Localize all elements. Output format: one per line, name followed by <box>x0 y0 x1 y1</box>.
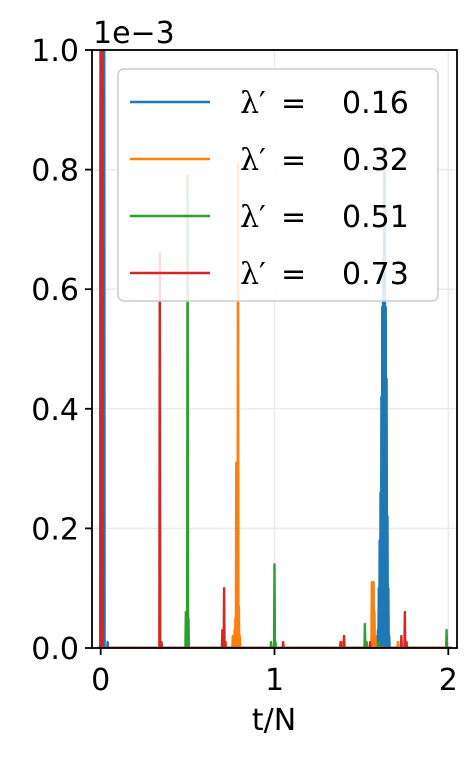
legend-entry-equals: = <box>281 257 306 292</box>
x-tick-label: 0 <box>91 663 110 698</box>
legend-entry-symbol: λ′ <box>240 143 266 178</box>
x-tick-label: 1 <box>265 663 284 698</box>
legend: λ′ = 0.16 λ′ = 0.32 λ′ = 0.51 λ′ = 0.73 <box>117 68 439 302</box>
legend-entry-symbol: λ′ <box>240 86 266 121</box>
y-tick-label: 0.2 <box>31 512 79 547</box>
legend-entry-equals: = <box>281 143 306 178</box>
legend-entry-value: 0.51 <box>342 200 409 235</box>
axis-ticks: 0 1 2 0.0 0.2 0.4 0.6 0.8 1.0 <box>31 34 458 698</box>
y-tick-label: 0.0 <box>31 632 79 667</box>
y-tick-label: 1.0 <box>31 34 79 69</box>
legend-entry-value: 0.32 <box>342 143 409 178</box>
y-tick-label: 0.4 <box>31 393 79 428</box>
x-axis-label: t/N <box>252 703 296 738</box>
x-tick-label: 2 <box>439 663 458 698</box>
y-offset-text: 1e−3 <box>93 16 175 51</box>
series-line <box>97 50 452 648</box>
legend-entry-equals: = <box>281 86 306 121</box>
series-line <box>97 50 452 648</box>
legend-box <box>117 68 439 302</box>
y-tick-label: 0.8 <box>31 154 79 189</box>
legend-entry-symbol: λ′ <box>240 257 266 292</box>
y-tick-label: 0.6 <box>31 273 79 308</box>
legend-entry-equals: = <box>281 200 306 235</box>
series-line <box>97 50 452 648</box>
legend-entry-value: 0.16 <box>342 86 409 121</box>
series-group <box>97 50 452 648</box>
legend-entry-symbol: λ′ <box>240 200 266 235</box>
legend-entry-value: 0.73 <box>342 257 409 292</box>
